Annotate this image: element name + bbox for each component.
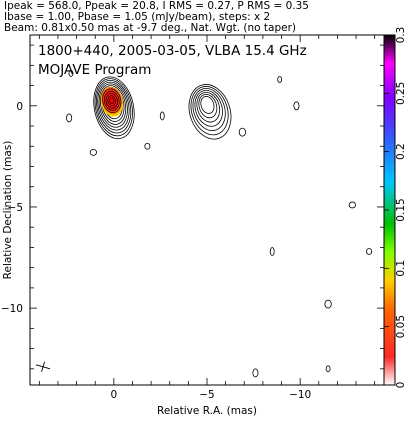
chart-subtitle: MOJAVE Program (38, 62, 151, 78)
jet-contour-6 (198, 93, 218, 119)
chart-title: 1800+440, 2005-03-05, VLBA 15.4 GHz (38, 43, 307, 59)
y-axis-label: Relative Declination (mas) (2, 141, 14, 280)
header-line-3: Beam: 0.81x0.50 mas at -9.7 deg., Nat. W… (4, 22, 296, 34)
noise-contour (324, 299, 332, 309)
colorbar-tick-label: 0.05 (395, 315, 407, 338)
core-contour-5 (98, 83, 128, 128)
y-tick-label: 0 (16, 101, 23, 113)
noise-contour (293, 101, 300, 111)
plot-frame (29, 34, 385, 386)
noise-contour (252, 368, 259, 378)
noise-contour (366, 248, 373, 255)
y-tick-label: −10 (1, 303, 23, 315)
colorbar-tick-label: 0.2 (395, 143, 407, 160)
core-inner-contour-5 (109, 97, 115, 104)
core-inner-contour-4 (107, 95, 117, 107)
colorbar-tick-label: 0.25 (395, 82, 407, 105)
core-inner-contour-3 (105, 93, 118, 109)
jet-contour-2 (190, 86, 229, 136)
core-contour-2 (94, 78, 133, 137)
x-tick-label: −5 (199, 389, 214, 401)
contour-layer (35, 70, 373, 378)
colorbar-tick-label: 0.15 (395, 198, 407, 221)
core-contour-1 (93, 76, 135, 140)
noise-contour (66, 113, 73, 123)
core-contour-3 (96, 79, 132, 134)
noise-contour (68, 70, 74, 77)
jet-contour-4 (194, 90, 223, 127)
jet-contour-1 (188, 84, 232, 140)
colorbar-ticks: 0 0.05 0.1 0.15 0.2 0.25 0.3 (384, 27, 407, 389)
x-axis-label: Relative R.A. (mas) (157, 405, 257, 417)
beam-minor-axis (41, 361, 45, 372)
noise-contour (144, 142, 151, 150)
colorbar-tick-label: 0.1 (395, 260, 407, 277)
noise-contour (89, 148, 97, 156)
header-line-2: Ibase = 1.00, Pbase = 1.05 (mJy/beam), s… (4, 11, 270, 23)
axis-ticks: 0 −5 −10 0 −5 −10 (1, 35, 384, 401)
noise-contour (325, 365, 331, 373)
header-line-1: Ipeak = 568.0, Ppeak = 20.8, I RMS = 0.2… (4, 0, 309, 12)
noise-contour (348, 201, 356, 209)
x-tick-label: 0 (110, 389, 117, 401)
jet-contour-7 (200, 95, 215, 114)
colorbar-tick-label: 0.3 (395, 27, 407, 44)
noise-contour (277, 76, 283, 83)
noise-contour (159, 111, 165, 121)
noise-contour (238, 127, 246, 137)
core-inner-contour-1 (102, 88, 122, 114)
core-contour-6 (99, 85, 127, 125)
x-tick-label: −10 (289, 389, 311, 401)
jet-contour-5 (196, 91, 221, 123)
core-contour-4 (97, 81, 130, 131)
y-tick-label: −5 (8, 202, 23, 214)
core-inner-contour-2 (104, 90, 120, 111)
colorbar-tick-label: 0 (395, 382, 407, 389)
noise-contour (269, 247, 275, 256)
jet-contour-3 (192, 88, 226, 131)
